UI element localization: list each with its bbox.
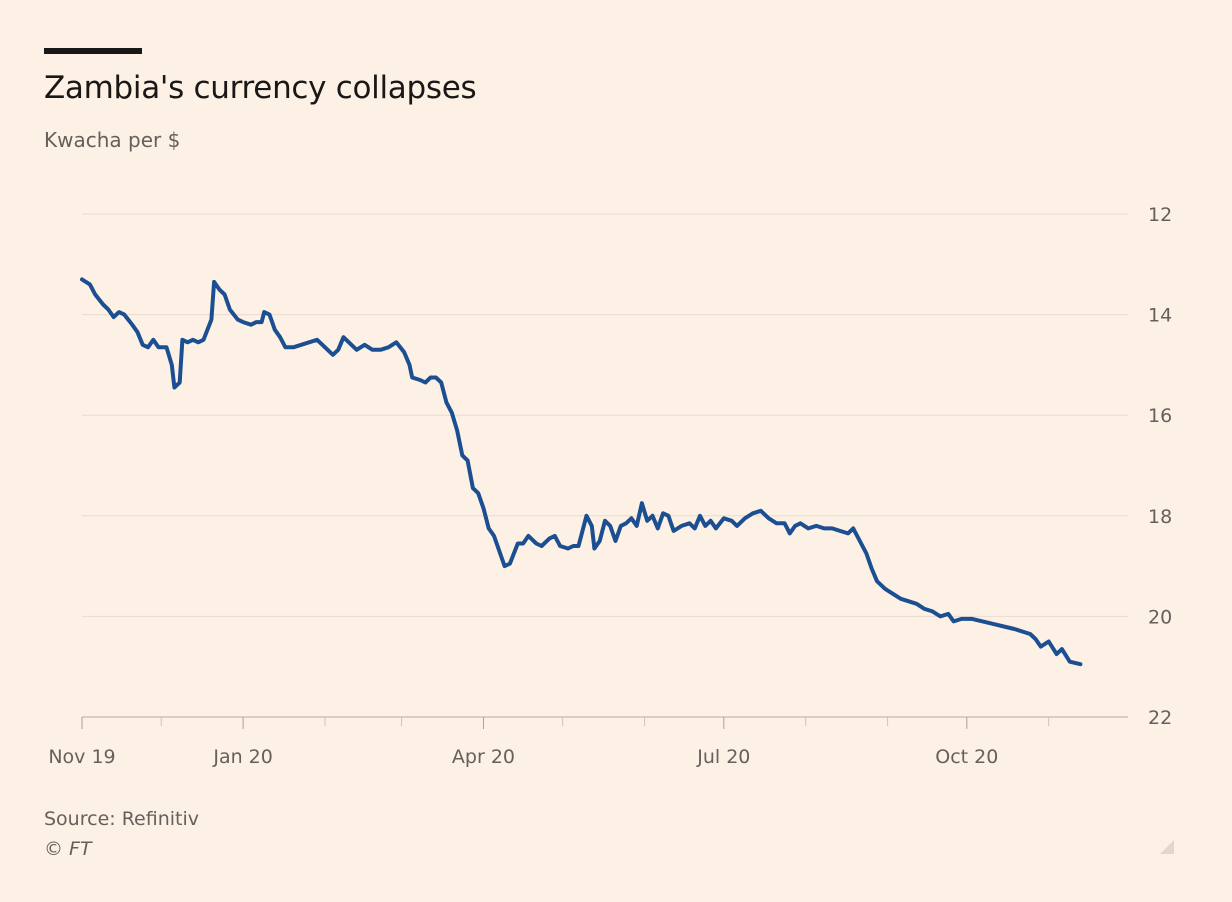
gridlines: [82, 213, 1128, 718]
y-tick-label: 12: [1148, 204, 1172, 226]
series-layer: [80, 277, 1083, 667]
y-tick-label: 16: [1148, 405, 1172, 427]
copyright-note: © FT: [44, 838, 92, 860]
x-tick-label: Nov 19: [48, 746, 115, 768]
series-line-kwacha: [80, 277, 1083, 667]
x-tick-label: Apr 20: [452, 746, 515, 768]
y-tick-label: 20: [1148, 606, 1172, 628]
chart-subtitle: Kwacha per $: [44, 128, 181, 152]
x-tick-label: Jul 20: [696, 746, 750, 768]
y-tick-label: 14: [1148, 305, 1172, 327]
title-accent-bar: [44, 48, 142, 54]
x-axis: Nov 19 Jan 20 Apr 20 Jul 20 Oct 20: [48, 717, 1050, 768]
x-tick-label: Oct 20: [935, 746, 998, 768]
y-tick-label: 22: [1148, 707, 1172, 729]
x-tick-label: Jan 20: [212, 746, 273, 768]
y-axis-ticks: 12 14 16 18 20 22: [1148, 204, 1172, 729]
chart-title: Zambia's currency collapses: [44, 70, 477, 106]
source-note: Source: Refinitiv: [44, 808, 199, 830]
resize-handle[interactable]: [1160, 840, 1174, 854]
y-tick-label: 18: [1148, 506, 1172, 528]
